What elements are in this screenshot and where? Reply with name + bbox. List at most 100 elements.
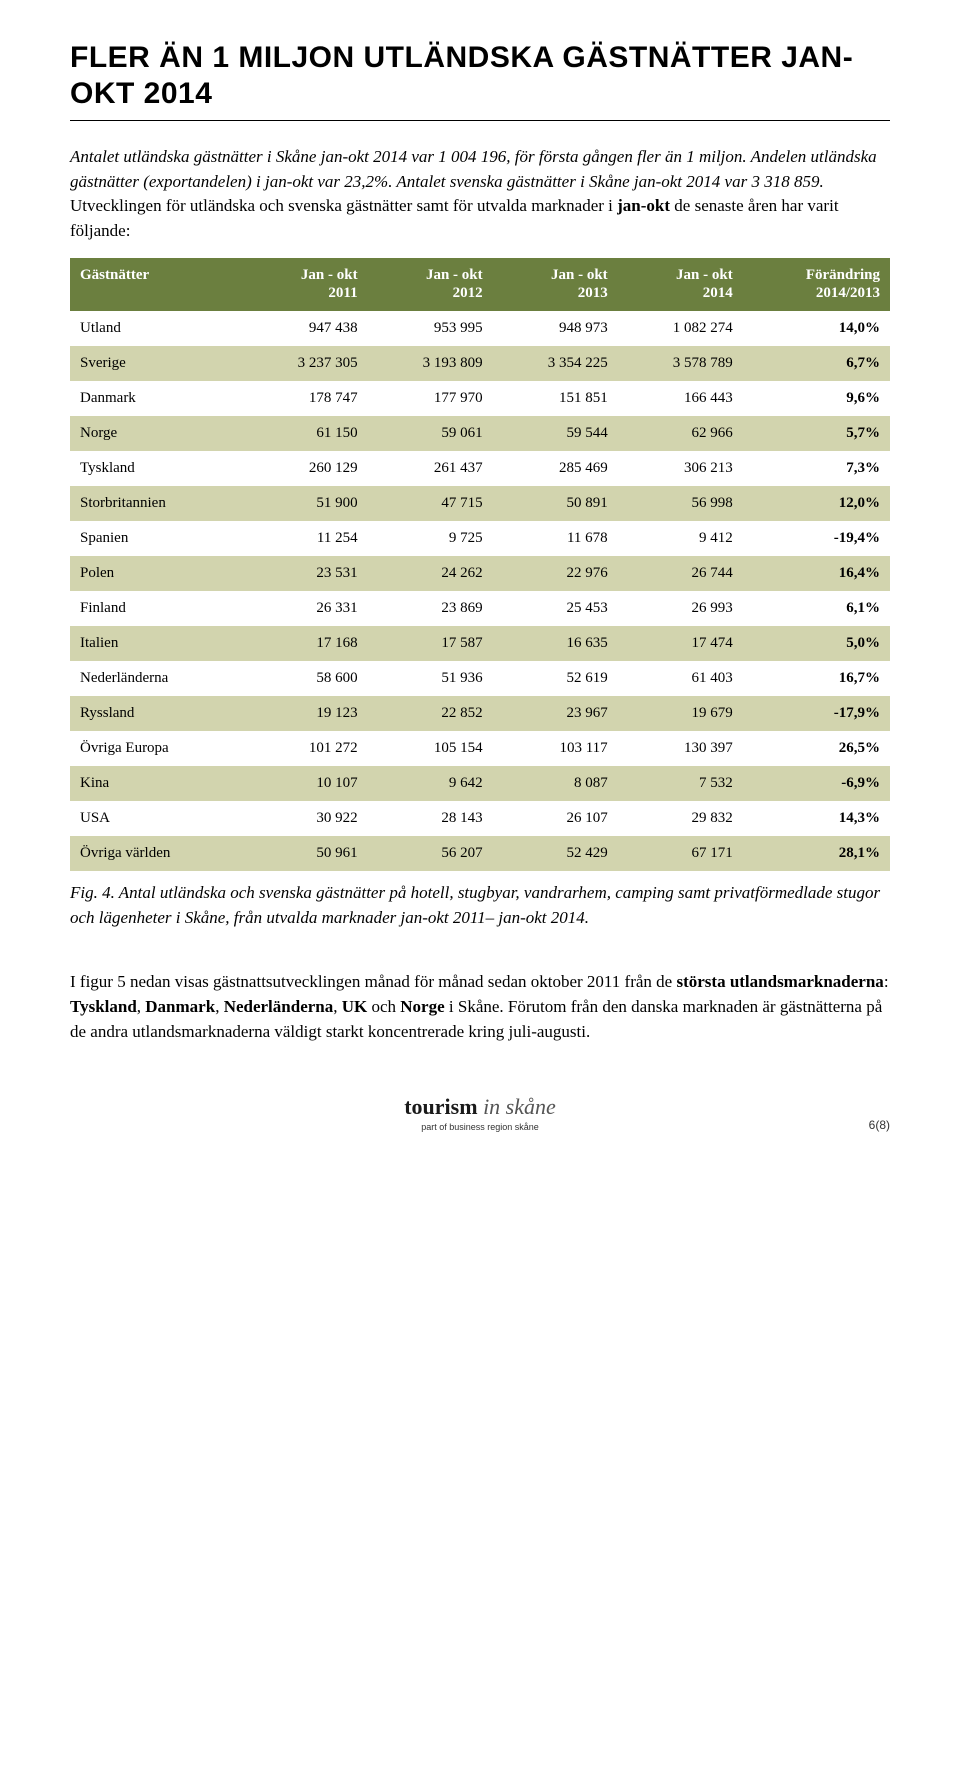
table-cell: 10 107 (243, 766, 368, 801)
table-cell: 22 852 (368, 696, 493, 731)
table-cell: -19,4% (743, 521, 890, 556)
table-cell: Nederländerna (70, 661, 243, 696)
table-cell: 3 237 305 (243, 346, 368, 381)
table-cell: -17,9% (743, 696, 890, 731)
footer-logo-light: in skåne (478, 1094, 556, 1119)
table-cell: 260 129 (243, 451, 368, 486)
table-cell: 6,1% (743, 591, 890, 626)
table-cell: Storbritannien (70, 486, 243, 521)
table-cell: 26 107 (493, 801, 618, 836)
table-cell: 16,4% (743, 556, 890, 591)
table-row: Sverige3 237 3053 193 8093 354 2253 578 … (70, 346, 890, 381)
table-cell: 11 678 (493, 521, 618, 556)
table-cell: 11 254 (243, 521, 368, 556)
table-header-cell: Gästnätter (70, 258, 243, 312)
table-cell: 56 207 (368, 836, 493, 871)
page-footer: tourism in skåne part of business region… (70, 1094, 890, 1132)
table-cell: 22 976 (493, 556, 618, 591)
table-cell: 16 635 (493, 626, 618, 661)
table-cell: 58 600 (243, 661, 368, 696)
table-cell: 28,1% (743, 836, 890, 871)
table-cell: 306 213 (618, 451, 743, 486)
table-cell: USA (70, 801, 243, 836)
table-cell: 19 123 (243, 696, 368, 731)
guestnights-table: GästnätterJan - okt2011Jan - okt2012Jan … (70, 258, 890, 872)
table-row: USA30 92228 14326 10729 83214,3% (70, 801, 890, 836)
table-cell: 56 998 (618, 486, 743, 521)
table-cell: 17 474 (618, 626, 743, 661)
footer-logo: tourism in skåne (70, 1094, 890, 1120)
table-header-cell: Jan - okt2011 (243, 258, 368, 312)
table-cell: Sverige (70, 346, 243, 381)
table-cell: 178 747 (243, 381, 368, 416)
table-cell: 947 438 (243, 311, 368, 346)
table-cell: Kina (70, 766, 243, 801)
table-row: Kina10 1079 6428 0877 532-6,9% (70, 766, 890, 801)
table-cell: 17 168 (243, 626, 368, 661)
table-cell: 130 397 (618, 731, 743, 766)
table-cell: 948 973 (493, 311, 618, 346)
table-cell: Utland (70, 311, 243, 346)
table-cell: 1 082 274 (618, 311, 743, 346)
table-cell: Tyskland (70, 451, 243, 486)
table-cell: 12,0% (743, 486, 890, 521)
table-row: Övriga världen50 96156 20752 42967 17128… (70, 836, 890, 871)
table-cell: 105 154 (368, 731, 493, 766)
table-row: Norge61 15059 06159 54462 9665,7% (70, 416, 890, 451)
table-cell: 24 262 (368, 556, 493, 591)
table-cell: 26 744 (618, 556, 743, 591)
table-cell: 3 578 789 (618, 346, 743, 381)
title-rule (70, 120, 890, 121)
table-cell: 29 832 (618, 801, 743, 836)
table-cell: 5,0% (743, 626, 890, 661)
table-cell: 30 922 (243, 801, 368, 836)
table-cell: 953 995 (368, 311, 493, 346)
table-cell: 9 725 (368, 521, 493, 556)
table-row: Italien17 16817 58716 63517 4745,0% (70, 626, 890, 661)
table-row: Tyskland260 129261 437285 469306 2137,3% (70, 451, 890, 486)
table-cell: 17 587 (368, 626, 493, 661)
table-cell: 101 272 (243, 731, 368, 766)
table-cell: 51 936 (368, 661, 493, 696)
table-cell: Danmark (70, 381, 243, 416)
figure-caption: Fig. 4. Antal utländska och svenska gäst… (70, 881, 890, 930)
table-cell: 9 412 (618, 521, 743, 556)
table-cell: 14,3% (743, 801, 890, 836)
table-cell: 51 900 (243, 486, 368, 521)
table-row: Utland947 438953 995948 9731 082 27414,0… (70, 311, 890, 346)
table-cell: 166 443 (618, 381, 743, 416)
table-cell: 50 961 (243, 836, 368, 871)
table-cell: 3 193 809 (368, 346, 493, 381)
table-cell: 61 150 (243, 416, 368, 451)
table-cell: 23 869 (368, 591, 493, 626)
table-header-cell: Jan - okt2012 (368, 258, 493, 312)
table-cell: 9 642 (368, 766, 493, 801)
body-paragraph: I figur 5 nedan visas gästnattsutvecklin… (70, 970, 890, 1044)
table-cell: 47 715 (368, 486, 493, 521)
table-row: Övriga Europa101 272105 154103 117130 39… (70, 731, 890, 766)
table-row: Danmark178 747177 970151 851166 4439,6% (70, 381, 890, 416)
page-number: 6(8) (869, 1118, 890, 1132)
table-row: Nederländerna58 60051 93652 61961 40316,… (70, 661, 890, 696)
table-cell: 67 171 (618, 836, 743, 871)
table-cell: 50 891 (493, 486, 618, 521)
table-cell: 177 970 (368, 381, 493, 416)
table-cell: 6,7% (743, 346, 890, 381)
table-cell: 26,5% (743, 731, 890, 766)
table-row: Polen23 53124 26222 97626 74416,4% (70, 556, 890, 591)
table-cell: 16,7% (743, 661, 890, 696)
table-cell: 59 544 (493, 416, 618, 451)
table-cell: 9,6% (743, 381, 890, 416)
table-cell: 285 469 (493, 451, 618, 486)
table-cell: 261 437 (368, 451, 493, 486)
table-cell: 26 993 (618, 591, 743, 626)
table-cell: Norge (70, 416, 243, 451)
table-header-cell: Jan - okt2013 (493, 258, 618, 312)
table-cell: 26 331 (243, 591, 368, 626)
table-cell: 61 403 (618, 661, 743, 696)
table-cell: 14,0% (743, 311, 890, 346)
footer-logo-bold: tourism (404, 1094, 477, 1119)
table-cell: Finland (70, 591, 243, 626)
table-cell: 5,7% (743, 416, 890, 451)
table-cell: 52 619 (493, 661, 618, 696)
